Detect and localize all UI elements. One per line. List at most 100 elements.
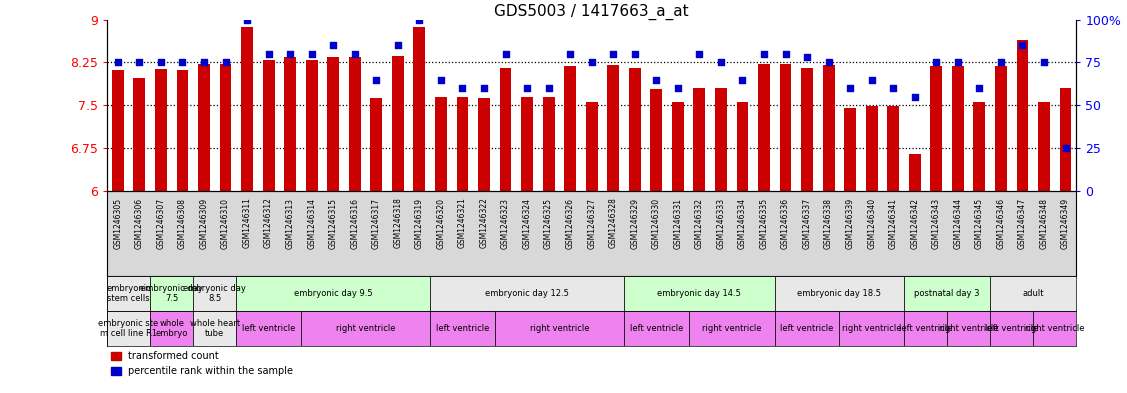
Text: GSM1246310: GSM1246310	[221, 198, 230, 249]
Text: GSM1246308: GSM1246308	[178, 198, 187, 249]
Text: right ventricle: right ventricle	[1024, 324, 1084, 333]
Bar	[107, 311, 150, 346]
Bar	[774, 276, 904, 311]
Text: right ventricle: right ventricle	[530, 324, 589, 333]
Bar	[478, 98, 490, 191]
Bar	[974, 102, 985, 191]
Point	[346, 51, 364, 57]
Bar	[844, 108, 857, 191]
Text: GSM1246328: GSM1246328	[609, 198, 618, 248]
Point	[862, 76, 880, 83]
Bar	[1033, 311, 1076, 346]
Point	[389, 42, 407, 48]
Text: embryonic day 18.5: embryonic day 18.5	[798, 289, 881, 298]
Text: right ventricle: right ventricle	[702, 324, 762, 333]
Point	[1035, 59, 1053, 66]
Point	[238, 17, 256, 23]
Bar	[693, 88, 706, 191]
Text: GSM1246313: GSM1246313	[285, 198, 294, 249]
Text: GSM1246329: GSM1246329	[630, 198, 639, 249]
Bar	[521, 97, 533, 191]
Text: GSM1246307: GSM1246307	[157, 198, 166, 249]
Text: GSM1246331: GSM1246331	[673, 198, 682, 249]
Text: GSM1246324: GSM1246324	[523, 198, 532, 249]
Text: right ventricle: right ventricle	[336, 324, 396, 333]
Bar	[133, 78, 145, 191]
Point	[604, 51, 622, 57]
Bar	[624, 276, 774, 311]
Point	[216, 59, 234, 66]
Bar	[1059, 88, 1072, 191]
Title: GDS5003 / 1417663_a_at: GDS5003 / 1417663_a_at	[495, 4, 689, 20]
Bar	[431, 311, 495, 346]
Bar	[414, 27, 425, 191]
Legend: transformed count, percentile rank within the sample: transformed count, percentile rank withi…	[107, 347, 298, 380]
Bar	[301, 311, 431, 346]
Text: left ventricle: left ventricle	[436, 324, 489, 333]
Text: GSM1246325: GSM1246325	[544, 198, 553, 249]
Text: GSM1246334: GSM1246334	[738, 198, 747, 249]
Text: GSM1246336: GSM1246336	[781, 198, 790, 249]
Bar	[150, 276, 193, 311]
Bar	[198, 64, 210, 191]
Text: left ventricle: left ventricle	[780, 324, 834, 333]
Text: GSM1246312: GSM1246312	[264, 198, 273, 248]
Point	[195, 59, 213, 66]
Text: GSM1246341: GSM1246341	[889, 198, 898, 249]
Bar	[284, 57, 296, 191]
Text: GSM1246327: GSM1246327	[587, 198, 596, 249]
Point	[152, 59, 170, 66]
Bar	[624, 311, 689, 346]
Bar	[150, 311, 193, 346]
Bar	[650, 89, 663, 191]
Bar	[456, 97, 469, 191]
Bar	[349, 57, 361, 191]
Bar	[780, 64, 791, 191]
Text: GSM1246305: GSM1246305	[114, 198, 123, 249]
Text: GSM1246347: GSM1246347	[1018, 198, 1027, 249]
Text: left ventricle: left ventricle	[899, 324, 952, 333]
Bar	[823, 65, 834, 191]
Bar	[193, 276, 237, 311]
Point	[970, 85, 988, 91]
Bar	[737, 102, 748, 191]
Bar	[220, 64, 231, 191]
Text: GSM1246319: GSM1246319	[415, 198, 424, 249]
Text: GSM1246332: GSM1246332	[695, 198, 704, 249]
Point	[325, 42, 343, 48]
Text: GSM1246323: GSM1246323	[502, 198, 511, 249]
Bar	[305, 60, 318, 191]
Text: left ventricle: left ventricle	[242, 324, 295, 333]
Text: GSM1246326: GSM1246326	[566, 198, 575, 249]
Bar	[629, 68, 640, 191]
Bar	[565, 66, 576, 191]
Text: GSM1246339: GSM1246339	[845, 198, 854, 249]
Text: adult: adult	[1022, 289, 1044, 298]
Point	[259, 51, 277, 57]
Text: GSM1246343: GSM1246343	[932, 198, 941, 249]
Text: GSM1246333: GSM1246333	[717, 198, 726, 249]
Bar	[840, 311, 904, 346]
Bar	[392, 55, 403, 191]
Text: embryonic ste
m cell line R1: embryonic ste m cell line R1	[98, 319, 159, 338]
Bar	[499, 68, 512, 191]
Text: GSM1246306: GSM1246306	[135, 198, 144, 249]
Text: whole
embryo: whole embryo	[156, 319, 188, 338]
Point	[583, 59, 601, 66]
Text: GSM1246322: GSM1246322	[479, 198, 488, 248]
Point	[131, 59, 149, 66]
Point	[432, 76, 450, 83]
Text: GSM1246349: GSM1246349	[1061, 198, 1070, 249]
Point	[453, 85, 471, 91]
Point	[518, 85, 536, 91]
Bar	[1017, 40, 1028, 191]
Text: GSM1246335: GSM1246335	[760, 198, 769, 249]
Bar	[607, 65, 619, 191]
Bar	[586, 102, 597, 191]
Point	[303, 51, 321, 57]
Bar	[689, 311, 774, 346]
Bar	[107, 276, 150, 311]
Bar	[887, 107, 899, 191]
Bar	[237, 311, 301, 346]
Point	[906, 94, 924, 100]
